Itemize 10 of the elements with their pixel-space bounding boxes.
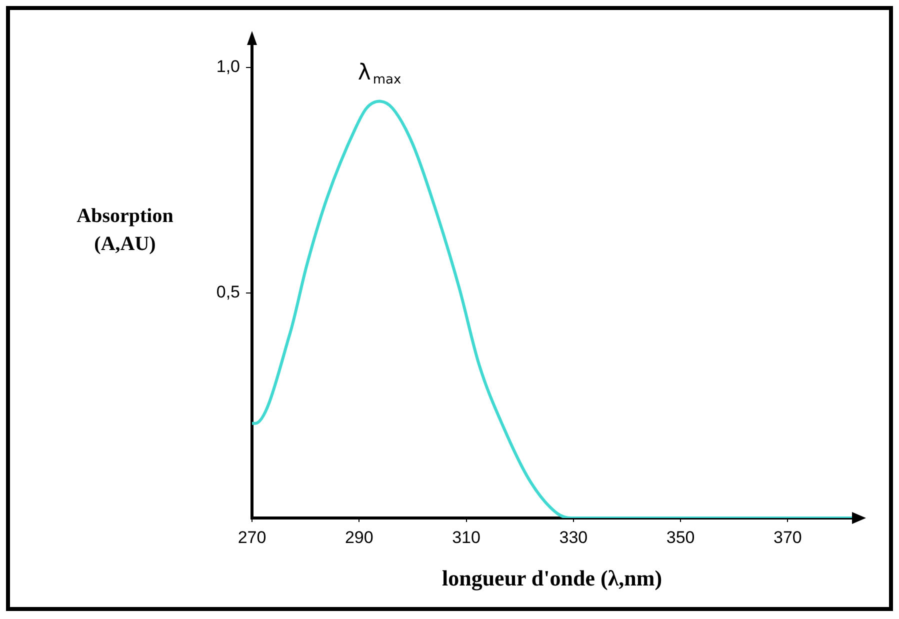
- x-tick-label: 270: [238, 528, 266, 547]
- x-tick-label: 330: [559, 528, 588, 547]
- x-tick-label: 290: [344, 528, 374, 547]
- y-tick-label: 0,5: [216, 282, 240, 302]
- x-tick-label: 370: [774, 528, 802, 547]
- x-tick-label: 310: [452, 528, 480, 547]
- x-tick-label: 350: [666, 528, 695, 547]
- y-axis-title: Absorption (A,AU): [76, 204, 174, 257]
- y-tick-label: 1,0: [216, 57, 240, 76]
- x-axis-title: longueur d'onde (λ,nm): [442, 565, 662, 590]
